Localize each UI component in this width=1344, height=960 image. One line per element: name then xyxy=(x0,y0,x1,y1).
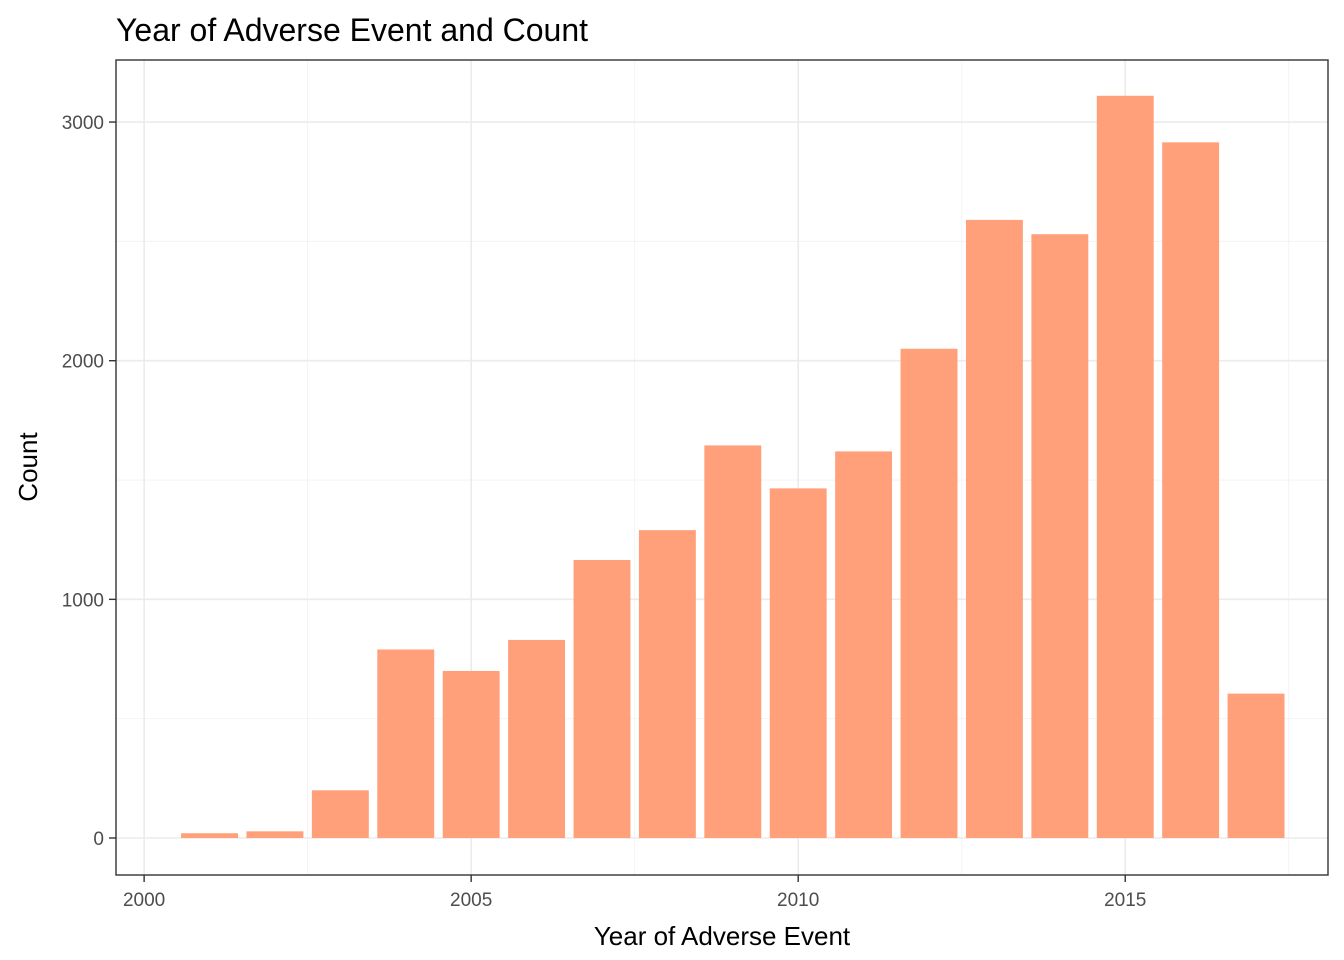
plot-panel-border xyxy=(115,59,1329,876)
chart-title: Year of Adverse Event and Count xyxy=(116,12,588,48)
y-tick-label: 0 xyxy=(93,829,104,850)
bar xyxy=(181,833,238,839)
bar xyxy=(835,451,893,839)
bar xyxy=(573,559,631,839)
x-tick-label: 2010 xyxy=(777,890,819,911)
bar xyxy=(704,445,762,839)
bar xyxy=(246,831,304,839)
y-tick-label: 2000 xyxy=(62,352,104,373)
y-axis: 0 1000 2000 3000 xyxy=(62,113,116,850)
bar xyxy=(1096,95,1154,839)
y-tick-label: 3000 xyxy=(62,113,104,134)
bar xyxy=(965,219,1023,839)
bar xyxy=(1031,234,1089,839)
bar xyxy=(1227,693,1285,839)
x-tick-label: 2005 xyxy=(450,890,492,911)
bar xyxy=(508,639,566,839)
bar xyxy=(1162,142,1220,839)
x-tick-label: 2015 xyxy=(1104,890,1146,911)
bar xyxy=(311,790,369,839)
x-tick-label: 2000 xyxy=(123,890,165,911)
x-axis-label: Year of Adverse Event xyxy=(594,921,851,951)
x-axis: 2000 2005 2010 2015 xyxy=(123,875,1146,911)
bar xyxy=(769,488,827,839)
bar xyxy=(377,649,435,839)
bar xyxy=(442,670,500,839)
bars xyxy=(181,95,1285,839)
bar xyxy=(900,348,958,839)
bar xyxy=(638,530,696,839)
y-tick-label: 1000 xyxy=(62,590,104,611)
y-axis-label: Count xyxy=(13,432,43,502)
